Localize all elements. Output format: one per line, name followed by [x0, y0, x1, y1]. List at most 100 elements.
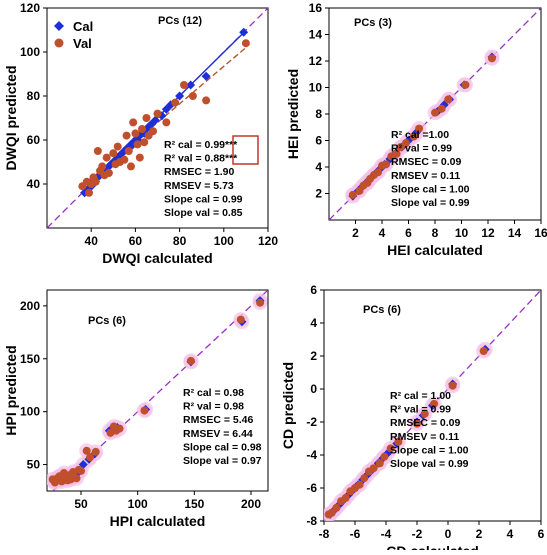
y-tick-label: 150 — [20, 352, 40, 366]
val-point — [91, 177, 100, 186]
y-tick-label: 120 — [20, 1, 40, 15]
legend-val-marker — [54, 38, 64, 48]
val-point — [380, 452, 389, 461]
panel-hpi: 50 100 150 200 50 100 150 200 PCs (6) R² cal = 0.… — [3, 289, 269, 529]
stat-line: R² cal = 1.00 — [390, 390, 451, 402]
panel-title: PCs (6) — [88, 315, 126, 327]
x-tick-label: 6 — [538, 527, 545, 541]
val-point — [113, 142, 122, 151]
stat-line: R² val = 0.88*** — [164, 153, 238, 165]
val-point — [374, 168, 383, 177]
val-point — [129, 118, 138, 127]
y-tick-label: 40 — [27, 177, 41, 191]
val-point — [415, 124, 424, 133]
val-point — [430, 399, 439, 408]
x-tick-label: 10 — [455, 226, 469, 240]
x-tick-label: 0 — [445, 527, 452, 541]
stat-line: RMSEC = 1.90 — [164, 166, 234, 178]
data-layer — [47, 8, 268, 228]
x-tick-label: 60 — [129, 234, 143, 248]
val-point — [84, 188, 93, 197]
panel-dwqi: 40 60 80 100 120 40 60 80 100 120 PCs (12) Cal Val R²… — [3, 1, 278, 266]
val-point — [394, 437, 403, 446]
data-layer — [329, 8, 541, 220]
val-point — [131, 129, 140, 138]
stat-line: R² cal = 0.99*** — [164, 139, 238, 151]
val-point — [202, 96, 211, 105]
val-point — [104, 169, 113, 177]
y-tick-label: 2 — [310, 349, 317, 363]
x-tick-label: 16 — [534, 226, 547, 240]
val-point — [124, 147, 133, 155]
x-tick-label: 150 — [184, 497, 204, 511]
val-point — [91, 447, 100, 456]
val-point — [186, 356, 195, 365]
val-point — [409, 132, 418, 141]
plot-frame — [46, 7, 269, 229]
x-tick-label: 8 — [432, 226, 439, 240]
data-layer — [324, 290, 541, 521]
x-tick-label: 120 — [258, 234, 278, 248]
stat-line: RMSEV = 0.11 — [390, 431, 459, 443]
legend-cal-label: Cal — [73, 19, 93, 34]
stat-line: R² val = 0.99 — [390, 404, 451, 416]
stat-line: RMSEC = 0.09 — [391, 156, 461, 168]
val-point — [431, 108, 439, 117]
y-tick-label: 60 — [27, 133, 41, 147]
stat-line: R² val = 0.98 — [183, 401, 244, 413]
panel-title: PCs (12) — [158, 15, 202, 27]
y-tick-label: 4 — [310, 316, 317, 330]
stat-line: R² val = 0.99 — [391, 143, 452, 155]
x-axis-label: CD calculated — [386, 543, 479, 550]
highlight-box — [232, 135, 259, 165]
val-point — [72, 474, 81, 483]
val-point — [162, 118, 171, 127]
panel-title: PCs (3) — [354, 17, 392, 29]
y-tick-label: 100 — [20, 405, 40, 419]
val-point — [236, 315, 245, 324]
x-tick-label: 2 — [476, 527, 483, 541]
x-tick-label: 100 — [214, 234, 234, 248]
y-tick-label: 100 — [20, 45, 40, 59]
x-tick-label: -4 — [381, 527, 392, 541]
y-tick-label: 50 — [27, 458, 41, 472]
y-tick-label: 10 — [309, 81, 323, 95]
stat-line: Slope cal = 0.98 — [183, 441, 262, 453]
x-tick-label: 4 — [379, 226, 386, 240]
val-point — [355, 480, 364, 489]
cal-point — [175, 91, 185, 101]
val-point — [86, 453, 95, 462]
stat-line: Slope val = 0.85 — [164, 207, 243, 219]
cal-point — [150, 115, 160, 125]
plot-frame — [323, 289, 542, 522]
stat-line: Slope cal = 1.00 — [390, 444, 469, 456]
val-point — [142, 114, 151, 122]
stat-line: RMSEV = 0.11 — [391, 170, 460, 182]
x-axis-label: HEI calculated — [387, 242, 483, 258]
stat-line: RMSEC = 0.09 — [390, 417, 460, 429]
stat-line: R² cal = 0.98 — [183, 387, 244, 399]
plot-frame — [46, 289, 269, 492]
stat-line: R² cal =1.00 — [391, 129, 449, 141]
stat-line: Slope val = 0.99 — [391, 197, 470, 209]
y-tick-label: 16 — [309, 1, 323, 15]
stat-line: RMSEV = 6.44 — [183, 428, 253, 440]
val-point — [120, 155, 129, 164]
stat-line: RMSEV = 5.73 — [164, 180, 234, 192]
val-point — [140, 138, 149, 147]
val-point — [153, 109, 162, 118]
val-point — [241, 39, 250, 48]
val-point — [348, 190, 357, 199]
x-tick-label: 200 — [241, 497, 261, 511]
val-point — [487, 54, 496, 63]
y-tick-label: 12 — [309, 54, 323, 68]
cal-point — [186, 80, 196, 90]
x-tick-label: 6 — [405, 226, 412, 240]
x-tick-label: 14 — [508, 226, 522, 240]
y-tick-label: 4 — [315, 160, 322, 174]
y-tick-label: 80 — [27, 89, 41, 103]
val-point — [444, 95, 453, 104]
x-axis-label: HPI calculated — [110, 513, 206, 529]
stat-line: Slope val = 0.99 — [390, 458, 469, 470]
val-point — [381, 160, 390, 169]
